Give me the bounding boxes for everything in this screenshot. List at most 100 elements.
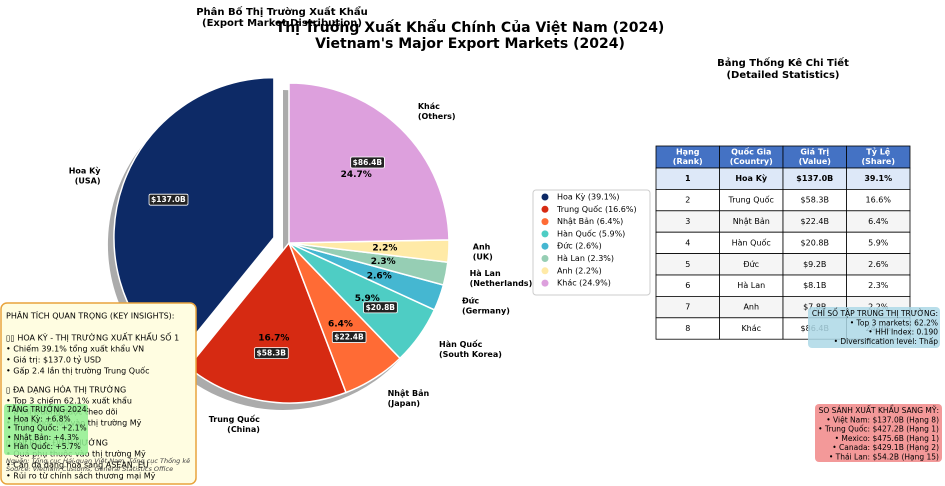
slice-label: Hoa Kỳ [69, 167, 102, 176]
table-text: $9.2B [803, 260, 826, 269]
table-title: Bảng Thống Kê Chi Tiết [717, 56, 849, 69]
percent-label: 2.2% [372, 243, 397, 253]
legend-entry: Hà Lan (2.3%) [557, 254, 614, 263]
table-text: 6 [685, 281, 690, 290]
table-text: 39.1% [864, 174, 892, 183]
slice-label: (China) [227, 425, 260, 434]
percent-label: 5.9% [355, 294, 380, 304]
table-text: Trung Quốc [728, 195, 774, 205]
growth-line: • Nhật Bản: +4.3% [7, 433, 79, 442]
table-header: Giá Trị [800, 148, 829, 157]
table-header: Hạng [676, 148, 700, 157]
table-header: Tỷ Lệ [866, 147, 891, 157]
table-title: (Detailed Statistics) [726, 70, 839, 81]
table-text: 8 [685, 324, 690, 333]
chart-title: (Export Market Distribution) [202, 18, 362, 29]
insight-line: ▯▯ HOA KỲ - THỊ TRƯỜNG XUẤT KHẨU SỐ 1 [6, 331, 179, 344]
legend-marker [541, 205, 549, 213]
insight-line: • Gấp 2.4 lần thị trường Trung Quốc [6, 366, 149, 377]
table-text: 2.3% [868, 281, 889, 290]
percent-label: 6.4% [328, 320, 353, 330]
slice-label: Hà Lan [470, 269, 501, 278]
table-text: Khác [741, 324, 761, 333]
slice-label: Anh [473, 243, 491, 252]
slice-label: (Others) [418, 112, 456, 121]
slice-label: (UK) [473, 253, 493, 262]
value-label: $20.8B [366, 303, 396, 312]
table-header: (Value) [799, 157, 831, 166]
table-text: Nhật Bản [733, 216, 770, 227]
legend-marker [541, 193, 549, 201]
slice-label: Đức [462, 296, 479, 305]
table-text: $22.4B [801, 217, 829, 226]
insights-title: PHÂN TÍCH QUAN TRỌNG (KEY INSIGHTS): [6, 310, 174, 321]
growth-box [4, 404, 88, 455]
legend-marker [541, 255, 549, 262]
legend-marker [541, 230, 549, 238]
table-header: (Country) [730, 157, 773, 166]
legend-entry: Trung Quốc (16.6%) [556, 204, 637, 214]
table-text: 1 [685, 174, 691, 183]
legend-marker [541, 279, 549, 287]
comparison-line: • Việt Nam: $137.0B (Hạng 8) [826, 415, 939, 424]
slice-label: (Germany) [462, 306, 510, 315]
value-label: $22.4B [334, 333, 364, 342]
percent-label: 24.7% [341, 170, 372, 180]
slice-label: Trung Quốc [209, 414, 260, 424]
table-text: 2 [685, 196, 690, 205]
comparison-line: SO SÁNH XUẤT KHẨU SANG MỸ: [819, 405, 939, 415]
table-text: $58.3B [801, 196, 829, 205]
table-text: 5.9% [868, 238, 889, 247]
table-text: 7 [685, 303, 690, 312]
slice-label: (Netherlands) [470, 279, 533, 288]
legend-box [532, 189, 651, 296]
growth-line: • Hoa Kỳ: +6.8% [7, 414, 71, 423]
value-label: $58.3B [257, 349, 287, 358]
table-text: Đức [743, 260, 759, 269]
value-label-box [363, 301, 398, 314]
table-text: 4 [685, 238, 690, 247]
percent-label: 2.3% [371, 257, 396, 267]
slice-label: Hàn Quốc [439, 339, 483, 349]
percent-label: 16.7% [258, 333, 289, 343]
legend-entry: Hoa Kỳ (39.1%) [557, 193, 620, 202]
comparison-line: • Thái Lan: $54.2B (Hạng 15) [829, 453, 939, 462]
table-header: (Rank) [673, 157, 703, 166]
value-label-box [148, 193, 189, 206]
table-text: 3 [685, 217, 690, 226]
title: Thị Trường Xuất Khẩu Chính Của Việt Nam … [276, 19, 665, 36]
concentration-line: • HHI Index: 0.190 [868, 328, 938, 337]
value-label: $86.4B [353, 158, 383, 167]
table-header: Quốc Gia [731, 147, 771, 157]
comparison-line: • Mexico: $475.6B (Hạng 1) [835, 434, 940, 443]
table-text: $8.1B [803, 281, 826, 290]
legend-entry: Hàn Quốc (5.9%) [557, 228, 625, 238]
legend-marker [541, 218, 549, 226]
table-text: 2.6% [868, 260, 889, 269]
growth-line: TĂNG TRƯỞNG 2024: [6, 404, 89, 414]
insight-line: • Cần đa dạng hóa sang ASEAN, EU [6, 460, 149, 471]
legend-entry: Khác (24.9%) [557, 279, 611, 288]
legend-entry: Nhật Bản (6.4%) [557, 216, 623, 227]
value-label-box [350, 156, 385, 169]
concentration-line: • Diversification level: Thấp [834, 337, 939, 346]
insight-line: • Top 3 chiếm 62.1% xuất khẩu [6, 396, 132, 406]
insight-line: • Chiếm 39.1% tổng xuất khẩu VN [6, 344, 144, 354]
comparison-line: • Canada: $429.1B (Hạng 2) [832, 443, 939, 452]
value-label: $137.0B [151, 195, 186, 204]
source-line: Source: Vietnam Customs, General Statist… [6, 465, 173, 473]
chart-title: Phân Bố Thị Trường Xuất Khẩu [196, 5, 368, 18]
table-text: 5 [685, 260, 690, 269]
table-header: (Share) [861, 157, 895, 166]
legend-entry: Anh (2.2%) [557, 266, 602, 275]
percent-label: 2.6% [367, 271, 392, 281]
slice-label: (South Korea) [439, 350, 502, 359]
insight-line: ▯ ĐA DẠNG HÓA THỊ TRƯỜNG [6, 384, 126, 396]
table-text: 6.4% [868, 217, 889, 226]
table-text: Hàn Quốc [732, 237, 771, 247]
table-text: Hà Lan [737, 281, 765, 290]
legend-marker [541, 242, 549, 250]
table-text: $20.8B [801, 238, 829, 247]
insight-line: • Rủi ro từ chính sách thương mại Mỹ [6, 471, 156, 482]
